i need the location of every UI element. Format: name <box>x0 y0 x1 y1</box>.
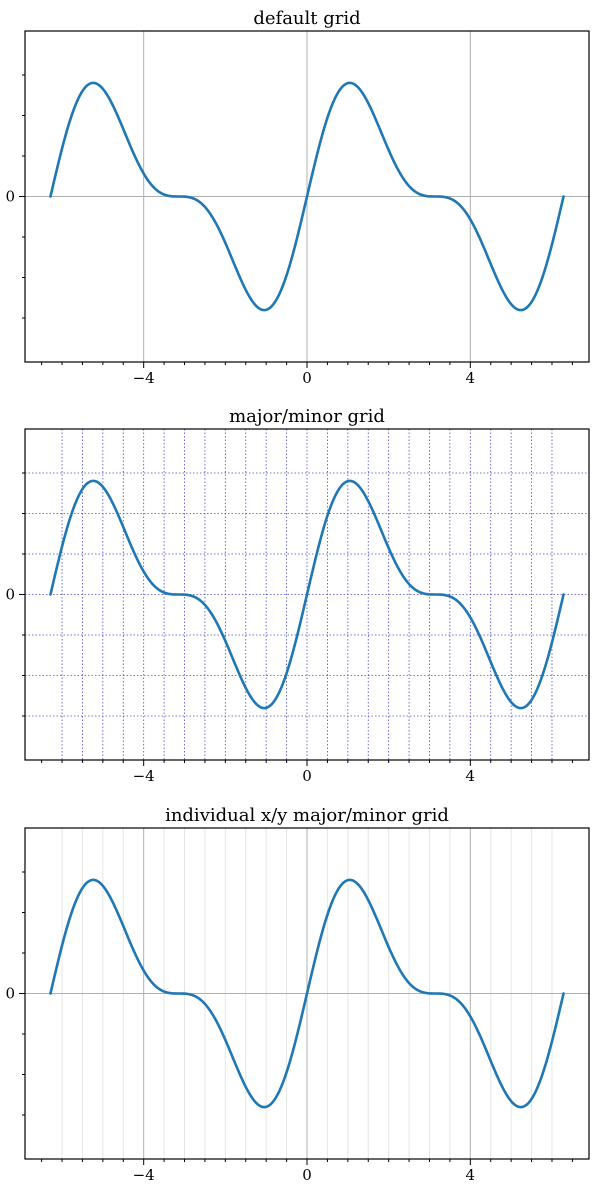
chart-title: individual x/y major/minor grid <box>165 805 449 826</box>
series-line <box>49 81 565 312</box>
y-tick-label: 0 <box>5 586 15 604</box>
x-tick-label: −4 <box>133 1166 155 1184</box>
x-tick-label: 0 <box>302 767 312 785</box>
series-line <box>49 479 565 710</box>
x-tick-label: −4 <box>133 369 155 387</box>
x-tick-label: 4 <box>466 767 476 785</box>
chart-panel-individual-grid: individual x/y major/minor grid −4 0 4 0 <box>5 805 590 1184</box>
y-tick-label: 0 <box>5 188 15 206</box>
grid-lines <box>25 828 589 1159</box>
x-tick-label: 4 <box>466 1166 476 1184</box>
chart-panel-default-grid: default grid −4 0 4 0 <box>5 8 590 387</box>
axis-ticks <box>19 472 573 766</box>
y-tick-label: 0 <box>5 985 15 1003</box>
axis-ticks <box>19 871 573 1165</box>
x-tick-label: −4 <box>133 767 155 785</box>
x-tick-label: 4 <box>466 369 476 387</box>
chart-title: major/minor grid <box>229 406 385 427</box>
axis-ticks <box>19 74 573 368</box>
x-tick-label: 0 <box>302 1166 312 1184</box>
chart-title: default grid <box>253 8 360 29</box>
chart-panel-major-minor-grid: major/minor grid −4 0 4 0 <box>5 406 590 785</box>
x-tick-label: 0 <box>302 369 312 387</box>
series-line <box>49 878 565 1109</box>
